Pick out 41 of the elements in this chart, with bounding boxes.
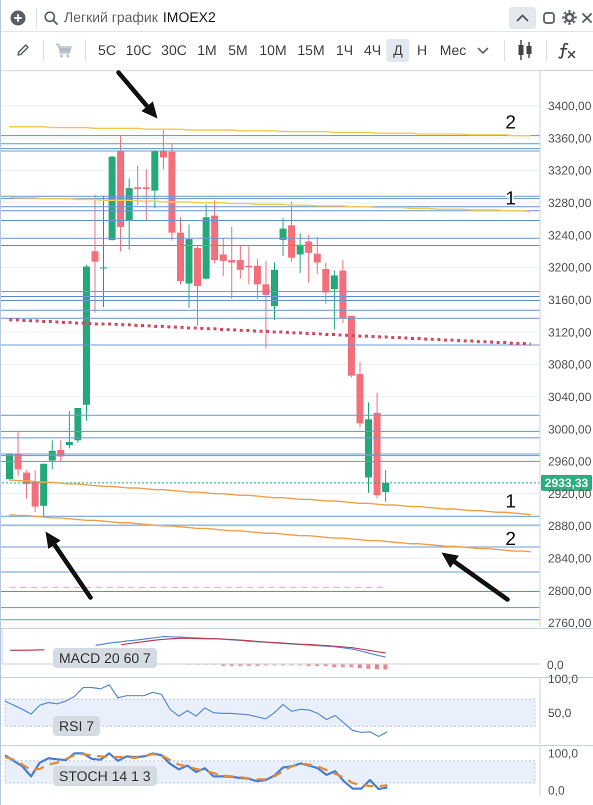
text: IMOEX2 <box>162 9 216 26</box>
y-tick-label: 3240,00 <box>548 228 592 242</box>
text: 4Ч <box>364 42 382 59</box>
text: Мес <box>440 42 466 59</box>
y-tick-label: 3200,00 <box>548 260 592 275</box>
text: Н <box>416 42 428 59</box>
y-tick-label: 100,0 <box>548 672 578 686</box>
y-tick-label: 2800,00 <box>548 584 592 598</box>
text: 1М <box>197 42 217 59</box>
y-tick-label: 3400,00 <box>548 99 592 114</box>
text: RSI 7 <box>53 716 100 736</box>
y-tick-label: 2840,00 <box>548 552 592 566</box>
y-tick-label: 3120,00 <box>548 325 592 340</box>
series-label: 2 <box>505 528 516 550</box>
text: 10М <box>259 42 287 59</box>
text: 5С <box>98 42 116 59</box>
y-tick-label: 3320,00 <box>548 164 592 178</box>
y-tick-label: 2760,00 <box>548 616 592 630</box>
y-tick-label: 3040,00 <box>548 390 592 404</box>
text: MACD 20 60 7 <box>53 648 157 668</box>
y-tick-label: 3360,00 <box>548 131 592 146</box>
text: 10С <box>126 42 152 59</box>
text: 5М <box>228 42 248 59</box>
ref-line-label: 2933,33 <box>544 476 589 490</box>
series-label: 2 <box>505 112 516 134</box>
y-tick-label: 3160,00 <box>548 292 592 307</box>
y-tick-label: 3280,00 <box>548 196 592 210</box>
y-tick-label: 50,0 <box>548 706 572 720</box>
y-tick-label: 3000,00 <box>548 422 592 436</box>
text: 1Ч <box>336 42 354 59</box>
text: Легкий график <box>64 9 158 26</box>
series-label: 1 <box>505 492 516 513</box>
y-tick-label: 2960,00 <box>548 454 592 469</box>
text: Д <box>386 39 410 62</box>
y-tick-label: 2880,00 <box>548 519 592 534</box>
y-tick-label: 0,0 <box>548 784 566 798</box>
text: 15М <box>297 42 325 59</box>
y-tick-label: 100,0 <box>548 746 578 761</box>
text: STOCH 14 1 3 <box>53 766 157 786</box>
text: 30С <box>161 42 187 59</box>
y-tick-label: 3080,00 <box>548 358 592 372</box>
